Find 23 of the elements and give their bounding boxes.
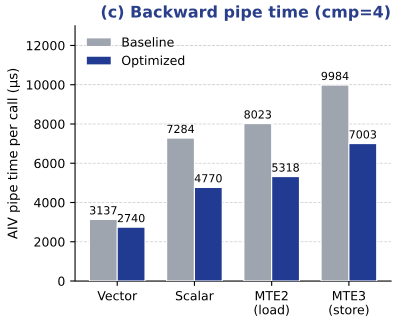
data-label: 5318	[272, 163, 299, 172]
x-tick-label: MTE3 (store)	[329, 290, 368, 316]
y-tick-label: 10000	[26, 80, 64, 90]
data-label: 3137	[90, 206, 117, 215]
data-label: 4770	[194, 174, 222, 182]
data-label: 9984	[322, 72, 348, 80]
y-axis-title: AIV pipe time per call (µs)	[7, 68, 20, 240]
y-tick-label: 2000	[34, 237, 64, 247]
data-label: 7003	[350, 130, 376, 139]
legend-label: Baseline	[122, 37, 174, 47]
y-tick-label: 12000	[26, 40, 64, 50]
x-tick-label: MTE2 (load)	[254, 290, 289, 316]
legend-label: Optimized	[122, 55, 184, 68]
chart-title: (c) Backward pipe time (cmp=4)	[102, 5, 390, 21]
y-tick-label: 8000	[34, 119, 64, 129]
data-label: 8023	[244, 110, 272, 119]
y-tick-label: 6000	[34, 158, 64, 168]
data-label: 2740	[118, 214, 145, 222]
y-tick-label: 4000	[34, 198, 64, 208]
x-tick-label: Vector	[97, 291, 138, 300]
x-tick-label: Scalar	[176, 290, 214, 300]
data-label: 7284	[167, 124, 194, 134]
y-tick-label: 0	[58, 276, 64, 286]
